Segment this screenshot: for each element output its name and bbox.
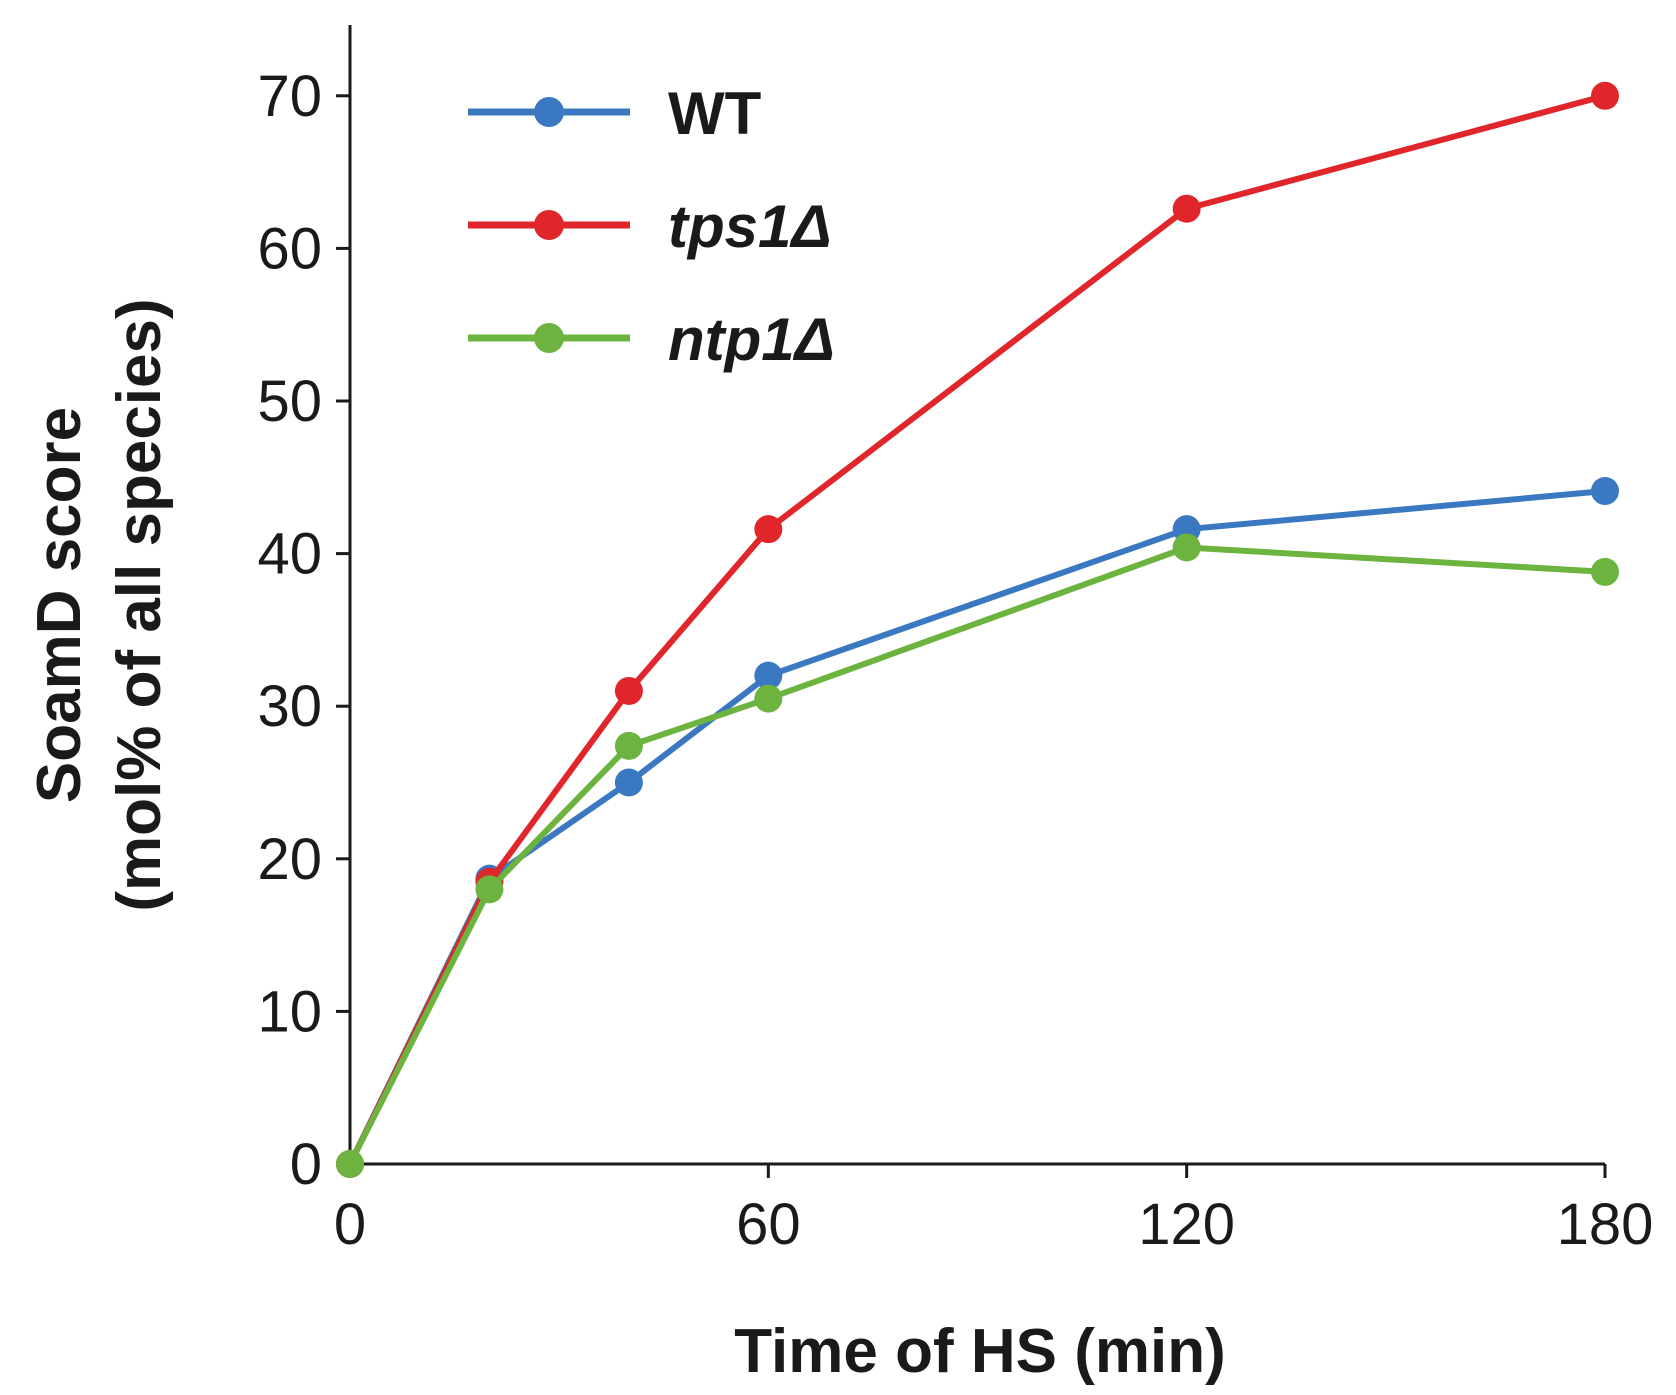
data-point	[754, 661, 783, 690]
series-line	[347, 92, 1608, 1167]
data-point	[1591, 557, 1619, 586]
y-tick-label: 30	[257, 674, 322, 739]
data-point	[475, 875, 504, 904]
data-point	[614, 768, 643, 797]
data-point	[1172, 533, 1201, 562]
x-ticks: 0 60 120 180	[334, 1164, 1654, 1257]
data-point	[614, 731, 643, 760]
data-point	[1591, 81, 1619, 110]
y-tick-label: 70	[257, 64, 322, 129]
x-axis-title: Time of HS (min)	[734, 1317, 1225, 1386]
y-tick-label: 20	[257, 827, 322, 892]
data-point	[754, 515, 783, 544]
series-line	[347, 544, 1608, 1167]
legend-label: WT	[668, 80, 761, 147]
series-2	[336, 533, 1619, 1178]
y-tick-label: 10	[257, 979, 322, 1044]
legend-item: tps1Δ	[468, 193, 832, 260]
data-point	[1172, 194, 1201, 223]
y-axis-title: SoamD score (mol% of all species)	[25, 298, 174, 911]
legend-swatch-marker	[534, 97, 564, 127]
legend: WT tps1Δ ntp1Δ	[468, 80, 835, 373]
data-point	[614, 676, 643, 705]
series-layer	[336, 81, 1619, 1178]
legend-item: ntp1Δ	[468, 306, 835, 373]
y-axis-title-line2: (mol% of all species)	[105, 298, 174, 911]
data-point	[1591, 477, 1619, 506]
y-ticks: 0 10 20 30 40 50 60 70	[257, 64, 350, 1197]
legend-label: ntp1Δ	[668, 306, 835, 373]
legend-swatch-marker	[534, 323, 564, 353]
y-tick-label: 60	[257, 216, 322, 281]
series-1	[336, 81, 1619, 1178]
x-tick-label: 120	[1138, 1192, 1235, 1257]
data-point	[336, 1150, 364, 1178]
series-line	[347, 488, 1608, 1167]
legend-swatch-marker	[534, 210, 564, 240]
axes	[348, 25, 1605, 1166]
data-point	[754, 684, 783, 713]
y-tick-label: 0	[290, 1132, 322, 1197]
x-tick-label: 60	[736, 1192, 801, 1257]
x-tick-label: 180	[1557, 1192, 1654, 1257]
legend-label: tps1Δ	[668, 193, 832, 260]
y-tick-label: 40	[257, 522, 322, 587]
y-axis-title-line1: SoamD score	[25, 407, 94, 803]
x-tick-label: 0	[334, 1192, 366, 1257]
legend-item: WT	[468, 80, 761, 147]
y-tick-label: 50	[257, 369, 322, 434]
